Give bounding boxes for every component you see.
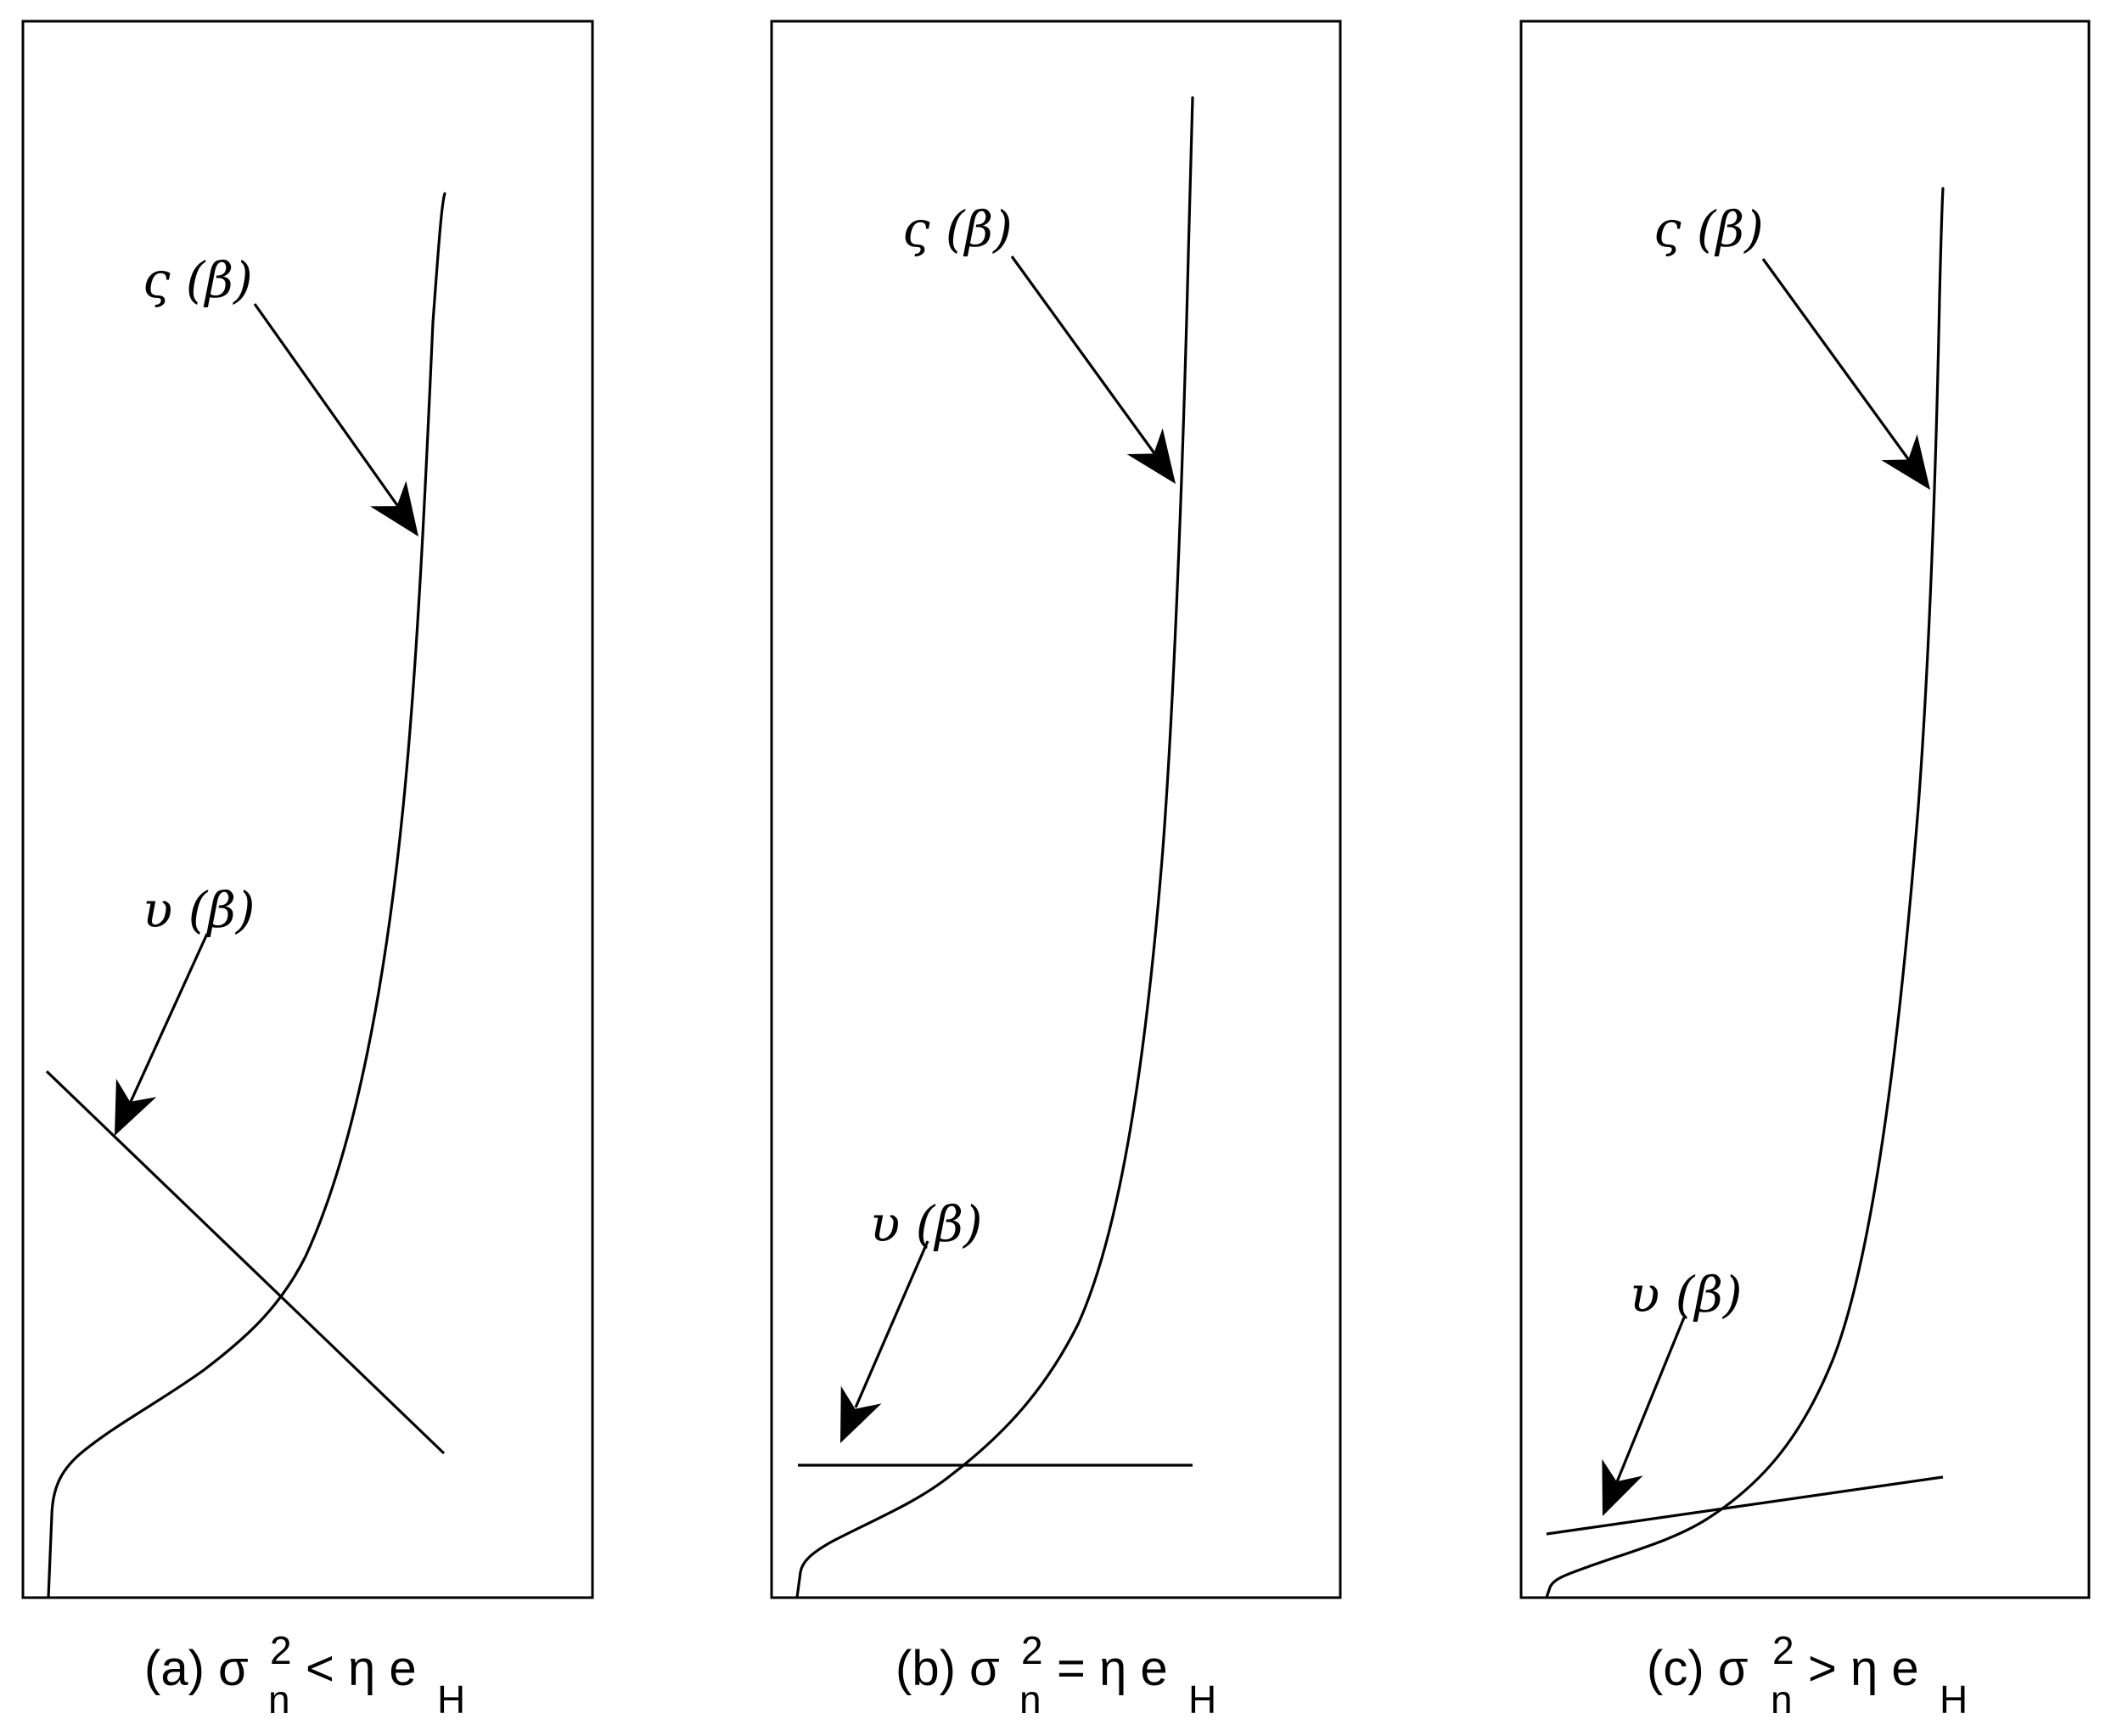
svg-text:> η e: > η e bbox=[1808, 1641, 1919, 1696]
svg-text:(c) σ: (c) σ bbox=[1647, 1641, 1749, 1696]
panel-b-sigma-curve bbox=[795, 96, 1194, 1599]
panel-a-upsilon-arrow bbox=[94, 933, 209, 1145]
panel-c-upsilon-arrow bbox=[1581, 1317, 1686, 1525]
svg-text:H: H bbox=[1940, 1677, 1968, 1722]
svg-text:= η e: = η e bbox=[1057, 1641, 1168, 1696]
panel-c-curve-label: ς (β) bbox=[1653, 200, 1764, 258]
panel-c-caption: (c) σ 2 n > η e H bbox=[1647, 1628, 1968, 1722]
panel-c-line-label: υ (β) bbox=[1630, 1266, 1742, 1323]
panel-a-upsilon-line bbox=[45, 1070, 446, 1455]
svg-text:n: n bbox=[1019, 1677, 1041, 1722]
svg-text:n: n bbox=[268, 1677, 290, 1722]
svg-text:H: H bbox=[437, 1677, 465, 1722]
panel-b: ς (β) υ (β) (b) σ 2 n = η e H bbox=[770, 20, 1342, 1722]
panel-a-sigma-curve bbox=[47, 192, 446, 1599]
svg-text:(b) σ: (b) σ bbox=[895, 1641, 1000, 1696]
panel-c-upsilon-line bbox=[1546, 1475, 1944, 1536]
svg-text:< η e: < η e bbox=[306, 1641, 417, 1696]
panel-a-line-label: υ (β) bbox=[143, 881, 255, 939]
panel-a: ς (β) υ (β) (a) σ 2 n < η e H bbox=[21, 20, 594, 1722]
panel-b-frame bbox=[770, 20, 1342, 1599]
panel-b-upsilon-arrow bbox=[820, 1240, 929, 1452]
svg-text:(a) σ: (a) σ bbox=[144, 1641, 249, 1696]
panel-a-caption: (a) σ 2 n < η e H bbox=[144, 1628, 465, 1722]
panel-c-frame bbox=[1519, 20, 2091, 1599]
panel-b-sigma-arrow bbox=[1010, 256, 1194, 497]
panel-c-sigma-arrow bbox=[1761, 258, 1949, 503]
svg-text:H: H bbox=[1188, 1677, 1216, 1722]
panel-a-curve-label: ς (β) bbox=[143, 251, 253, 309]
panel-c: ς (β) υ (β) (c) σ 2 n > η e H bbox=[1519, 20, 2091, 1722]
svg-text:2: 2 bbox=[270, 1628, 292, 1672]
panel-b-line-label: υ (β) bbox=[870, 1195, 982, 1253]
svg-text:n: n bbox=[1771, 1677, 1793, 1722]
panel-b-curve-label: ς (β) bbox=[902, 200, 1013, 258]
panel-c-sigma-curve bbox=[1545, 187, 1945, 1599]
panel-a-frame bbox=[21, 20, 594, 1599]
panel-b-caption: (b) σ 2 n = η e H bbox=[895, 1628, 1216, 1722]
svg-text:2: 2 bbox=[1772, 1628, 1794, 1672]
panel-a-sigma-arrow bbox=[253, 303, 437, 550]
svg-text:2: 2 bbox=[1021, 1628, 1043, 1672]
